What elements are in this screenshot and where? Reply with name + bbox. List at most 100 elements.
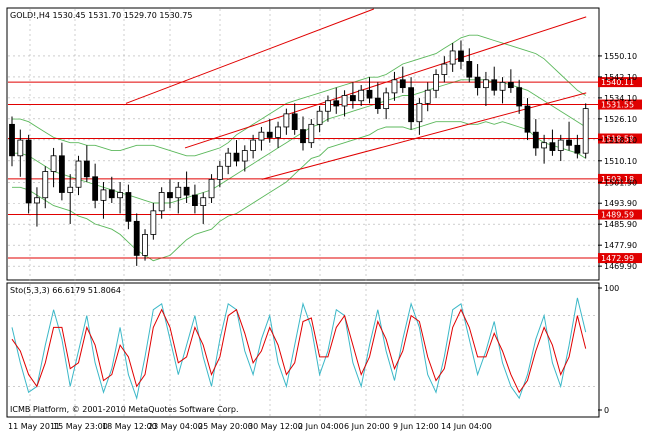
candle-body: [349, 95, 356, 102]
candle-body: [424, 89, 431, 104]
y-tick-label: 1550.10: [604, 52, 637, 61]
candle-body: [507, 81, 514, 89]
level-label: 1518.59: [601, 135, 634, 144]
y-tick-label: 1542.10: [604, 73, 637, 82]
candle-body: [391, 79, 398, 94]
candle-body: [67, 186, 74, 193]
y-tick-label: 1518.10: [604, 136, 637, 145]
candle-body: [308, 123, 315, 144]
y-tick-label: 1501.90: [604, 178, 637, 187]
x-tick-label: 23 May 04:00: [148, 422, 203, 431]
candle-body: [358, 89, 365, 102]
candle-body: [142, 234, 148, 256]
x-tick-label: 15 May 23:00: [53, 422, 108, 431]
candle-body: [175, 186, 182, 199]
x-tick-label: 18 May 12:00: [102, 422, 157, 431]
candle-body: [408, 87, 414, 123]
candle-body: [250, 139, 257, 151]
candle-body: [366, 89, 373, 99]
level-label: 1472.99: [601, 254, 634, 263]
candle-body: [416, 102, 423, 123]
level-label: 1503.18: [601, 175, 634, 184]
candle-body: [275, 126, 281, 138]
candle-body: [499, 81, 506, 91]
stoch-signal-line: [11, 308, 587, 394]
trend-line: [125, 8, 374, 104]
y-tick-label: 1526.10: [604, 115, 637, 124]
y-tick-label: 1469.90: [604, 262, 637, 271]
candle-body: [283, 113, 290, 128]
stoch-tick-label: 0: [604, 406, 609, 415]
trend-line: [184, 16, 587, 149]
candle-body: [266, 131, 273, 138]
candle-body: [83, 160, 90, 178]
x-tick-label: 30 May 12:00: [248, 422, 303, 431]
candle-body: [524, 105, 531, 133]
level-label-box: [598, 77, 642, 88]
candle-body: [566, 139, 572, 146]
candle-body: [316, 110, 323, 125]
trend-line: [261, 92, 587, 180]
candle-body: [208, 178, 215, 199]
candle-body: [133, 220, 140, 256]
candle-body: [150, 210, 157, 235]
candle-body: [541, 142, 548, 149]
x-tick-label: 6 Jun 20:00: [344, 422, 390, 431]
candle-body: [200, 197, 207, 207]
candle-body: [532, 131, 539, 149]
candle-body: [108, 189, 115, 199]
candle-body: [383, 92, 390, 110]
y-tick-label: 1485.90: [604, 220, 637, 229]
bollinger-lower: [12, 121, 586, 262]
candle-body: [516, 87, 523, 107]
candle-body: [125, 192, 132, 222]
candle-body: [341, 95, 348, 107]
candle-body: [183, 186, 190, 196]
level-label-box: [598, 133, 642, 144]
candle-body: [216, 165, 223, 180]
candle-body: [50, 155, 57, 172]
bollinger-middle: [12, 79, 586, 204]
y-tick-label: 1493.90: [604, 199, 637, 208]
level-label-box: [598, 173, 642, 184]
level-label-box: [598, 209, 642, 220]
candle-body: [17, 139, 24, 157]
copyright-text: ICMB Platform, © 2001-2010 MetaQuotes So…: [10, 405, 239, 414]
candle-body: [433, 74, 439, 91]
candle-body: [441, 63, 448, 75]
indicator-panel-frame: [6, 282, 600, 418]
candle-body: [466, 61, 473, 78]
stoch-main-line: [11, 297, 587, 401]
candle-body: [241, 150, 248, 162]
level-label: 1531.55: [601, 101, 634, 110]
level-label: 1489.59: [601, 211, 634, 220]
y-tick-label: 1510.10: [604, 157, 637, 166]
candle-body: [574, 144, 581, 154]
candle-body: [491, 79, 498, 91]
candle-body: [399, 79, 406, 89]
stochastic-label: Sto(5,3,3) 66.6179 51.8064: [10, 286, 121, 295]
level-label: 1540.11: [601, 78, 634, 87]
candle-body: [75, 160, 82, 188]
candle-body: [449, 50, 456, 65]
candle-body: [42, 171, 49, 199]
main-panel-frame: [6, 7, 600, 281]
chart-title: GOLD!,H4 1530.45 1531.70 1529.70 1530.75: [10, 11, 192, 20]
candle-body: [291, 113, 298, 130]
candle-body: [117, 192, 123, 199]
candle-body: [225, 152, 232, 167]
candle-body: [458, 50, 464, 62]
candle-body: [233, 152, 240, 162]
candle-body: [300, 129, 306, 144]
candle-body: [549, 142, 556, 151]
candle-body: [167, 192, 173, 199]
stoch-tick-label: 100: [604, 284, 619, 293]
candle-body: [25, 139, 32, 204]
candle-body: [158, 192, 165, 212]
candle-body: [325, 100, 331, 112]
x-tick-label: 9 Jun 12:00: [393, 422, 439, 431]
candle-body: [92, 176, 99, 201]
x-tick-label: 14 Jun 04:00: [441, 422, 492, 431]
level-label-box: [598, 253, 642, 264]
